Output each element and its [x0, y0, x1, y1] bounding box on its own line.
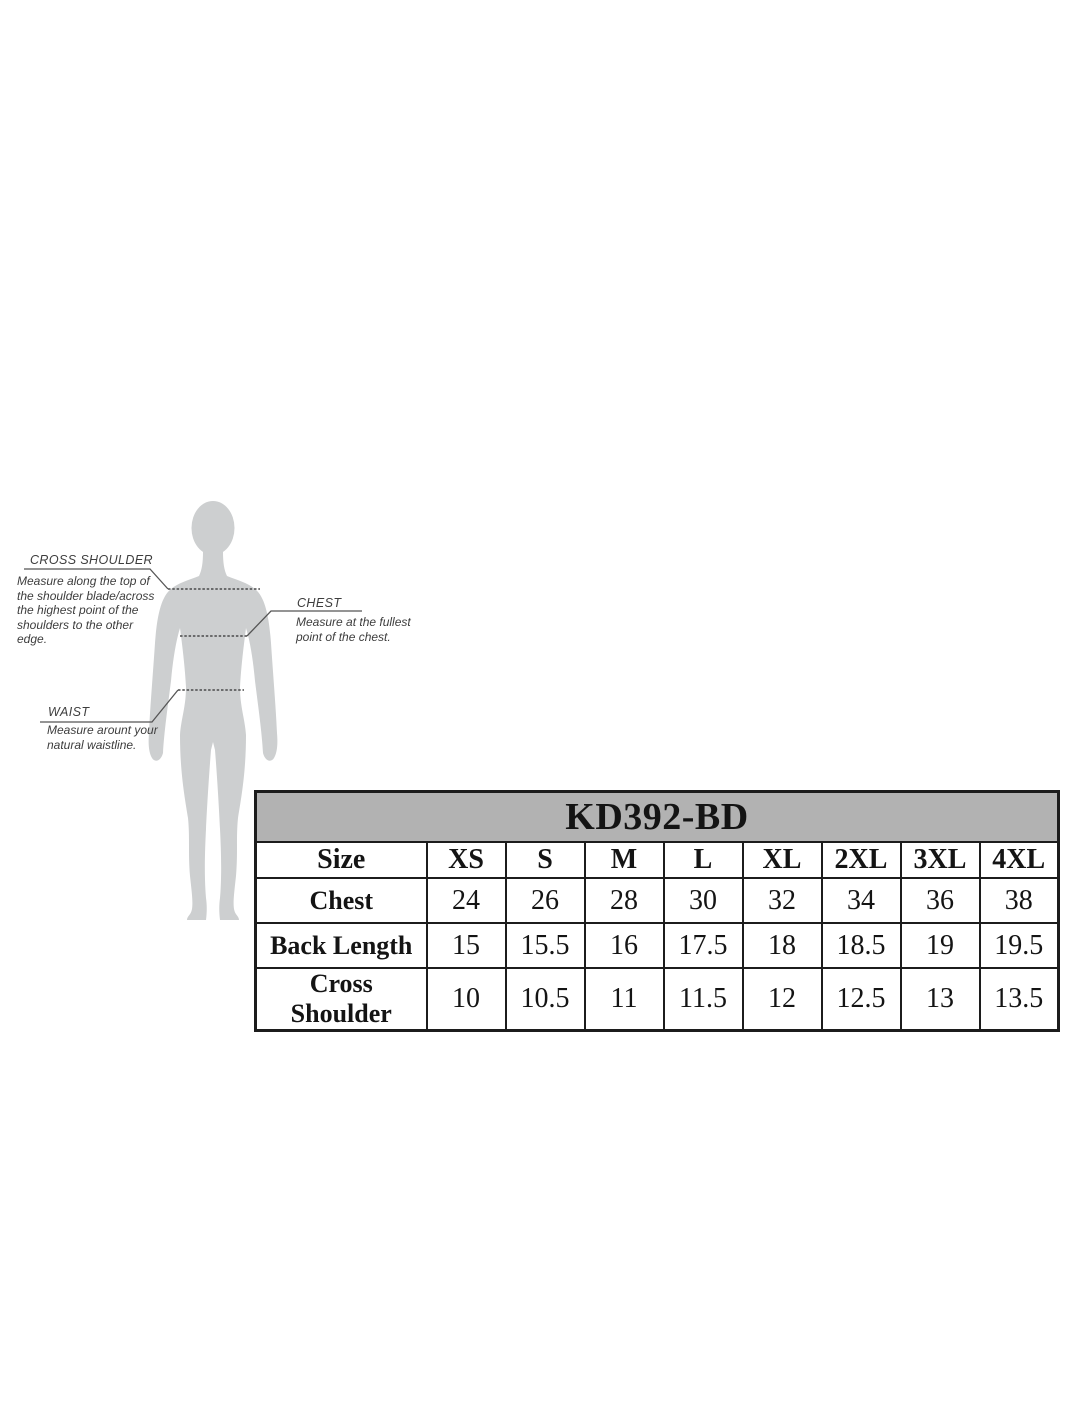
column-header-s: S	[504, 841, 586, 879]
size-value-cell: 30	[662, 877, 744, 924]
table-row-cross-shoulder: Cross Shoulder 10 10.5 11 11.5 12 12.5 1…	[254, 967, 1060, 1032]
column-header-xl: XL	[741, 841, 823, 879]
silhouette-head	[191, 501, 235, 555]
column-header-size: Size	[254, 841, 428, 879]
size-value-cell: 26	[504, 877, 586, 924]
size-value-cell: 15.5	[504, 922, 586, 969]
size-value-cell: 10	[425, 967, 507, 1032]
male-silhouette	[148, 501, 278, 920]
size-value-cell: 19	[899, 922, 981, 969]
cross-shoulder-label: CROSS SHOULDER	[30, 553, 153, 567]
column-header-xs: XS	[425, 841, 507, 879]
size-value-cell: 34	[820, 877, 902, 924]
size-value-cell: 38	[978, 877, 1060, 924]
column-header-4xl: 4XL	[978, 841, 1060, 879]
size-value-cell: 13.5	[978, 967, 1060, 1032]
size-value-cell: 28	[583, 877, 665, 924]
table-row-back-length: Back Length 15 15.5 16 17.5 18 18.5 19 1…	[254, 922, 1060, 969]
row-label-cross-shoulder: Cross Shoulder	[254, 967, 428, 1032]
size-value-cell: 13	[899, 967, 981, 1032]
table-row-chest: Chest 24 26 28 30 32 34 36 38	[254, 877, 1060, 924]
column-header-l: L	[662, 841, 744, 879]
size-value-cell: 11	[583, 967, 665, 1032]
size-value-cell: 19.5	[978, 922, 1060, 969]
size-value-cell: 17.5	[662, 922, 744, 969]
size-value-cell: 16	[583, 922, 665, 969]
product-code-title: KD392-BD	[254, 790, 1060, 843]
size-value-cell: 24	[425, 877, 507, 924]
chest-description: Measure at the fullest point of the ches…	[296, 615, 411, 644]
cross-shoulder-leader-line	[24, 568, 169, 590]
size-value-cell: 18.5	[820, 922, 902, 969]
size-value-cell: 18	[741, 922, 823, 969]
size-value-cell: 10.5	[504, 967, 586, 1032]
column-header-m: M	[583, 841, 665, 879]
size-value-cell: 32	[741, 877, 823, 924]
chest-leader-line	[246, 610, 362, 637]
size-value-cell: 15	[425, 922, 507, 969]
row-label-chest: Chest	[254, 877, 428, 924]
table-title-row: KD392-BD	[254, 790, 1060, 843]
size-value-cell: 11.5	[662, 967, 744, 1032]
silhouette-body	[148, 552, 278, 920]
waist-leader-line	[40, 689, 179, 723]
waist-label: WAIST	[48, 705, 90, 719]
chest-label: CHEST	[297, 596, 342, 610]
column-header-3xl: 3XL	[899, 841, 981, 879]
row-label-back-length: Back Length	[254, 922, 428, 969]
cross-shoulder-description: Measure along the top of the shoulder bl…	[17, 574, 155, 646]
size-value-cell: 12	[741, 967, 823, 1032]
waist-description: Measure arount your natural waistline.	[47, 723, 158, 752]
size-chart-table: KD392-BD Size XS S M L XL 2XL 3XL 4XL Ch…	[254, 790, 1060, 1032]
size-value-cell: 36	[899, 877, 981, 924]
size-value-cell: 12.5	[820, 967, 902, 1032]
column-header-2xl: 2XL	[820, 841, 902, 879]
table-header-row: Size XS S M L XL 2XL 3XL 4XL	[254, 841, 1060, 879]
body-measurement-diagram	[24, 501, 362, 920]
